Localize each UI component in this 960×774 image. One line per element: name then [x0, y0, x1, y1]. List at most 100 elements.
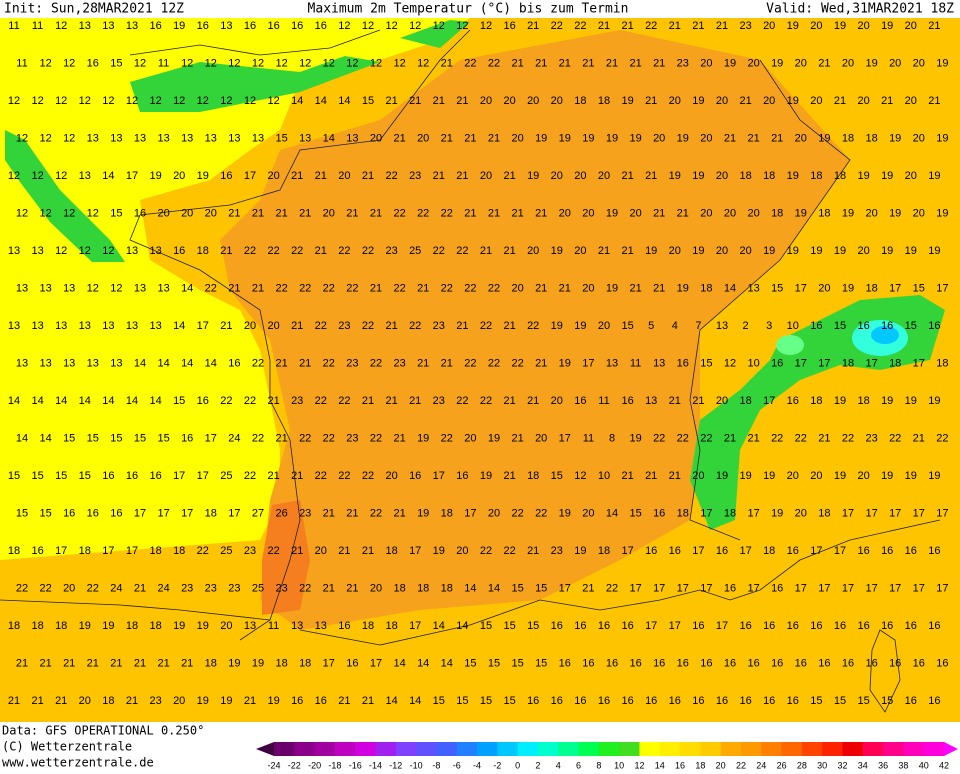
temperature-value: 14: [441, 657, 453, 669]
temperature-value: 17: [409, 620, 421, 632]
temperature-value: 17: [865, 507, 877, 519]
temperature-value: 22: [244, 470, 256, 482]
temperature-value: 18: [857, 395, 869, 407]
temperature-value: 22: [441, 207, 453, 219]
coastline: [0, 599, 271, 621]
temperature-value: 13: [79, 20, 91, 32]
temperature-value: 21: [645, 470, 657, 482]
temperature-value: 21: [393, 132, 405, 144]
temperature-value: 13: [102, 320, 114, 332]
temperature-value: 20: [857, 95, 869, 107]
temperature-value: 21: [291, 320, 303, 332]
temperature-value: 20: [810, 20, 822, 32]
temperature-value: 18: [677, 507, 689, 519]
temperature-value: 16: [220, 170, 232, 182]
temperature-value: 15: [535, 582, 547, 594]
temperature-value: 21: [503, 245, 515, 257]
temperature-value: 19: [771, 507, 783, 519]
temperature-value: 21: [39, 657, 51, 669]
temperature-value: 21: [220, 320, 232, 332]
temperature-value: 13: [220, 20, 232, 32]
colorbar-label: -20: [308, 760, 321, 770]
temperature-value: 15: [8, 470, 20, 482]
temperature-value: 21: [267, 470, 279, 482]
temperature-value: 23: [338, 320, 350, 332]
colorbar-segment: [456, 742, 478, 756]
temperature-value: 17: [865, 582, 877, 594]
temperature-value: 18: [441, 507, 453, 519]
temperature-value: 20: [913, 132, 925, 144]
temperature-value: 21: [346, 207, 358, 219]
temperature-value: 21: [913, 432, 925, 444]
temperature-value: 16: [842, 657, 854, 669]
temperature-value: 15: [362, 95, 374, 107]
temperature-value: 21: [370, 282, 382, 294]
temperature-value: 23: [346, 432, 358, 444]
temperature-value: 19: [905, 395, 917, 407]
temperature-value: 21: [393, 507, 405, 519]
temperature-value: 20: [551, 95, 563, 107]
temperature-value: 21: [393, 432, 405, 444]
temperature-value: 11: [583, 432, 594, 444]
temperature-value: 18: [8, 620, 20, 632]
colorbar-segment: [517, 742, 539, 756]
temperature-value: 16: [574, 395, 586, 407]
temperature-value: 7: [695, 320, 701, 332]
temperature-value: 19: [928, 395, 940, 407]
temperature-value: 21: [677, 207, 689, 219]
temperature-value: 21: [441, 57, 453, 69]
colorbar-arrow-high: [944, 742, 958, 756]
temperature-value: 19: [818, 132, 830, 144]
temperature-value: 19: [606, 132, 618, 144]
temperature-value: 21: [456, 95, 468, 107]
temperature-value: 22: [464, 57, 476, 69]
temperature-value: 23: [228, 582, 240, 594]
temperature-value: 19: [905, 470, 917, 482]
temperature-value: 12: [102, 95, 114, 107]
temperature-value: 18: [417, 582, 429, 594]
temperature-value: 13: [747, 282, 759, 294]
temperature-value: 15: [173, 395, 185, 407]
temperature-value: 15: [551, 470, 563, 482]
coastline: [129, 29, 381, 56]
temperature-value: 19: [928, 245, 940, 257]
temperature-value: 21: [157, 657, 169, 669]
temperature-value: 22: [551, 20, 563, 32]
temperature-value: 20: [181, 207, 193, 219]
temperature-value: 20: [795, 132, 807, 144]
temperature-value: 18: [149, 545, 161, 557]
temperature-value: 21: [692, 20, 704, 32]
temperature-value: 22: [889, 432, 901, 444]
temperature-value: 12: [456, 20, 468, 32]
temperature-value: 22: [323, 357, 335, 369]
colorbar-label: 12: [634, 760, 644, 770]
temperature-value: 13: [315, 620, 327, 632]
colorbar-segment: [862, 742, 884, 756]
colorbar-label: 26: [777, 760, 787, 770]
temperature-value: 19: [677, 132, 689, 144]
temperature-value: 21: [110, 657, 122, 669]
colorbar-label: 30: [817, 760, 827, 770]
map: 11 11 12 13 13 13 16 19 16 13 16 16 16 16 12 12 12 12 12 12…: [0, 18, 960, 722]
temperature-value: 17: [621, 545, 633, 557]
temperature-value: 18: [299, 657, 311, 669]
temperature-value: 13: [110, 132, 122, 144]
temperature-value: 21: [362, 170, 374, 182]
temperature-value: 15: [629, 507, 641, 519]
temperature-value: 20: [551, 395, 563, 407]
temperature-value: 19: [559, 507, 571, 519]
temperature-value: 19: [692, 245, 704, 257]
temperature-value: 21: [433, 95, 445, 107]
temperature-value: 19: [629, 132, 641, 144]
temperature-value: 21: [535, 207, 547, 219]
temperature-value: 20: [173, 170, 185, 182]
temperature-value: 17: [677, 582, 689, 594]
temperature-value: 19: [771, 57, 783, 69]
temperature-value: 22: [291, 245, 303, 257]
temperature-value: 12: [79, 95, 91, 107]
temperature-value: 20: [173, 695, 185, 707]
temperature-value: 13: [87, 132, 99, 144]
colorbar-segment: [477, 742, 498, 756]
colorbar-segment: [598, 742, 620, 756]
temperature-value: 22: [323, 282, 335, 294]
